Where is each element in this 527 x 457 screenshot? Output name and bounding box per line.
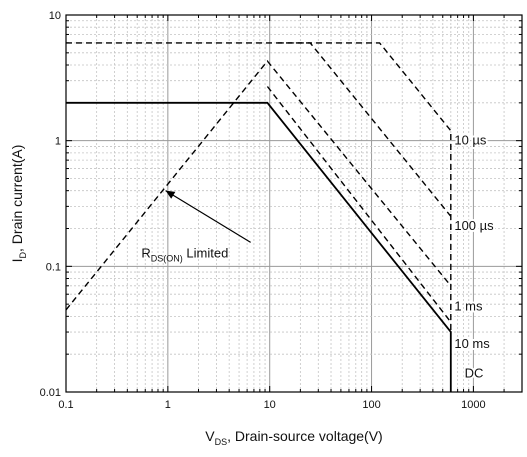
rds-on-annotation: RDS(ON) Limited xyxy=(141,190,251,263)
series-label: 1 ms xyxy=(454,298,483,313)
series-label: 100 µs xyxy=(454,218,494,233)
series-label: 10 ms xyxy=(454,336,490,351)
y-axis-title-main: I xyxy=(9,258,25,262)
grid xyxy=(66,15,522,392)
annotation-label-main: R xyxy=(141,245,150,260)
x-tick-label: 100 xyxy=(362,399,380,411)
x-tick-label: 1000 xyxy=(461,399,485,411)
x-tick-label: 1 xyxy=(165,399,171,411)
tick-marks xyxy=(65,15,523,393)
x-tick-labels: 0.1 1 10 100 1000 xyxy=(58,399,485,411)
plot-frame xyxy=(65,14,523,393)
series-line-dc xyxy=(66,101,452,392)
y-tick-label: 1 xyxy=(55,136,61,148)
annotation-arrow-line xyxy=(165,190,251,243)
y-axis-title-sub: D xyxy=(18,251,28,258)
y-tick-label: 0.1 xyxy=(46,261,61,273)
series-line-100-s xyxy=(277,42,452,217)
annotation-label: RDS(ON) Limited xyxy=(141,245,228,263)
x-tick-label: 0.1 xyxy=(58,399,73,411)
x-tick-label: 10 xyxy=(264,399,276,411)
series-label: 10 µs xyxy=(454,133,487,148)
series-line-10-s xyxy=(66,42,452,332)
series-labels: 10 µs 100 µs 1 ms 10 ms DC xyxy=(452,131,496,383)
y-axis-title: ID, Drain current(A) xyxy=(9,145,28,263)
series-line-10-ms xyxy=(266,86,452,323)
annotation-arrow-head xyxy=(165,190,176,199)
x-axis-title-sub: DS xyxy=(215,437,228,447)
y-tick-label: 10 xyxy=(49,10,61,22)
series-label: DC xyxy=(465,366,484,381)
series-line-1-ms xyxy=(65,59,452,311)
annotation-label-rest: Limited xyxy=(183,245,229,260)
x-axis-title: VDS, Drain-source voltage(V) xyxy=(205,428,382,447)
x-axis-title-main: V xyxy=(205,428,215,444)
y-tick-labels: 0.01 0.1 1 10 xyxy=(40,10,61,399)
x-axis-title-rest: , Drain-source voltage(V) xyxy=(227,428,383,444)
annotation-label-sub: DS(ON) xyxy=(151,253,183,263)
series-lines xyxy=(65,42,452,392)
y-axis-title-rest: , Drain current(A) xyxy=(9,145,25,252)
y-tick-label: 0.01 xyxy=(40,387,61,399)
